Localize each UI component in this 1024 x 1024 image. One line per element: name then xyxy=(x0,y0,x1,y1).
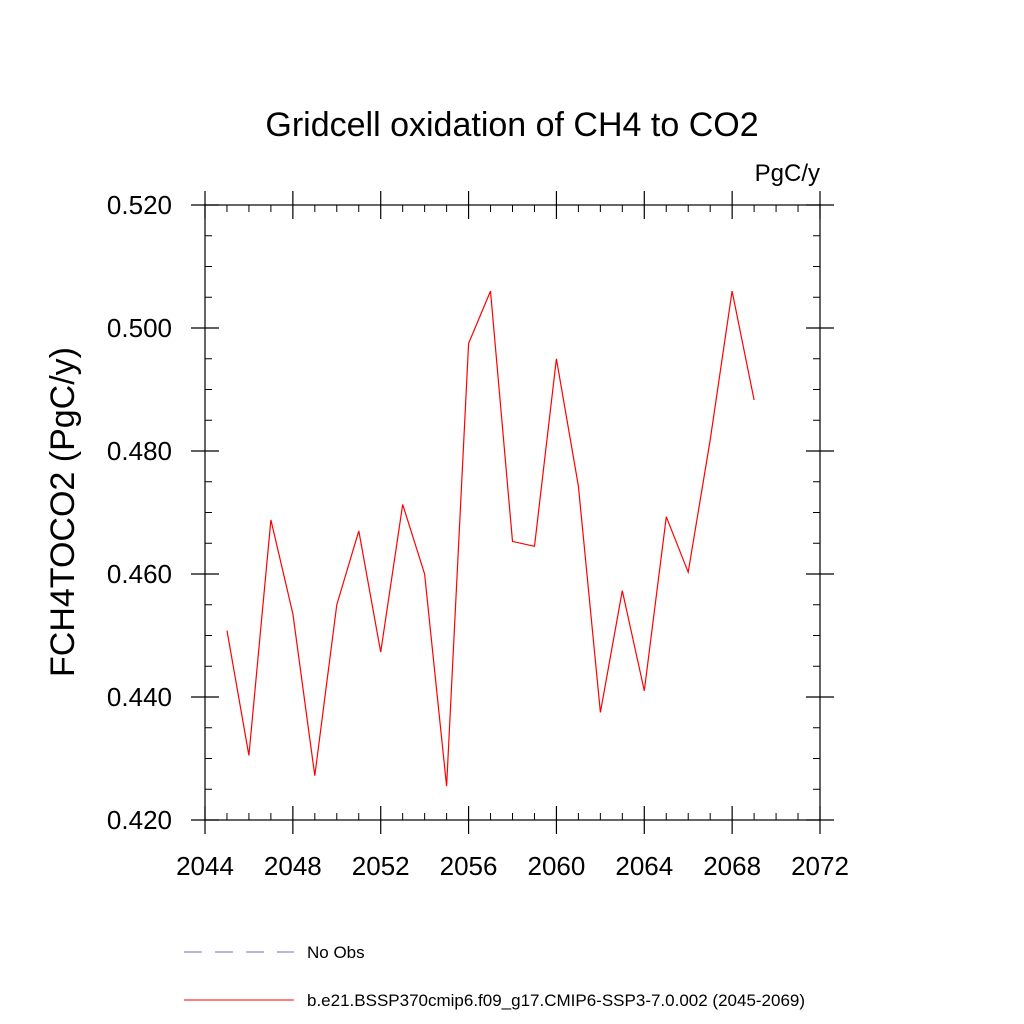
x-tick-label: 2044 xyxy=(176,851,234,881)
units-label: PgC/y xyxy=(755,160,820,187)
x-tick-label: 2048 xyxy=(264,851,322,881)
chart-title: Gridcell oxidation of CH4 to CO2 xyxy=(265,106,758,144)
legend: No Obs b.e21.BSSP370cmip6.f09_g17.CMIP6-S… xyxy=(184,943,805,1010)
x-tick-label: 2052 xyxy=(352,851,410,881)
x-tick-label: 2072 xyxy=(791,851,849,881)
y-tick-label: 0.440 xyxy=(107,682,172,712)
axis-tick-labels: 2044 2048 2052 2056 2060 2064 2068 2072 0.420 0.4… xyxy=(107,190,849,881)
legend-label: No Obs xyxy=(307,943,365,962)
y-tick-label: 0.500 xyxy=(107,313,172,343)
x-tick-label: 2068 xyxy=(703,851,761,881)
x-tick-label: 2064 xyxy=(615,851,673,881)
y-tick-label: 0.480 xyxy=(107,436,172,466)
axis-ticks xyxy=(191,191,834,834)
y-tick-label: 0.460 xyxy=(107,559,172,589)
series-line xyxy=(226,290,755,787)
legend-label: b.e21.BSSP370cmip6.f09_g17.CMIP6-SSP3-7.… xyxy=(307,991,805,1010)
series-layer xyxy=(226,290,755,787)
y-tick-label: 0.420 xyxy=(107,805,172,835)
plot-frame xyxy=(204,204,821,821)
y-axis-label: FCH4TOCO2 (PgC/y) xyxy=(44,347,82,677)
x-tick-label: 2056 xyxy=(440,851,498,881)
y-tick-label: 0.520 xyxy=(107,190,172,220)
x-tick-label: 2060 xyxy=(528,851,586,881)
